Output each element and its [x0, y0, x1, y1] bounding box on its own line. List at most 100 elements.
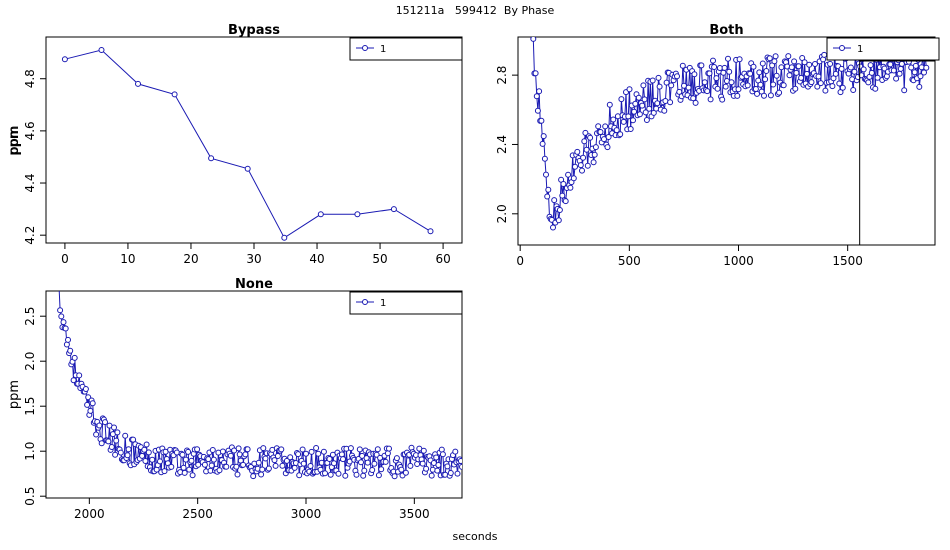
data-point	[534, 107, 541, 114]
data-point	[567, 184, 574, 191]
data-point	[916, 83, 923, 90]
data-point	[762, 76, 769, 83]
data-point	[124, 452, 131, 459]
data-point	[631, 108, 638, 115]
data-point	[414, 461, 421, 467]
global-x-axis-label: seconds	[452, 530, 498, 543]
y-tick-label: 2.4	[495, 135, 509, 154]
data-point	[636, 111, 643, 118]
data-point	[386, 445, 392, 452]
data-point	[591, 151, 598, 158]
data-point	[582, 129, 589, 136]
data-point	[630, 117, 636, 124]
data-point	[692, 99, 699, 106]
legend-marker	[362, 299, 368, 305]
data-point	[216, 467, 223, 474]
data-point	[382, 458, 389, 465]
legend-box	[349, 291, 463, 315]
series-line	[64, 49, 431, 239]
data-point	[668, 82, 675, 89]
data-point	[262, 455, 269, 462]
x-tick-label: 0	[61, 252, 69, 266]
data-point	[157, 458, 163, 465]
chart-title: Bypass	[228, 23, 280, 38]
data-point	[235, 445, 242, 452]
data-point	[435, 462, 442, 468]
data-point	[759, 60, 766, 67]
data-point	[734, 92, 741, 99]
x-tick-label: 3000	[291, 507, 322, 521]
data-point	[393, 455, 400, 462]
data-point	[98, 47, 105, 53]
data-point	[149, 456, 156, 463]
y-tick-label: 4.2	[23, 226, 37, 245]
x-tick-label: 1000	[723, 254, 754, 268]
data-point	[423, 465, 430, 472]
data-point	[82, 386, 89, 392]
data-point	[209, 447, 216, 453]
x-tick-label: 0	[516, 254, 524, 268]
x-tick-label: 2500	[182, 507, 213, 521]
y-axis-label: ppm	[7, 380, 22, 409]
data-point	[201, 461, 208, 468]
data-point	[565, 171, 572, 178]
data-point	[210, 456, 217, 463]
data-point	[815, 73, 822, 80]
data-point	[89, 400, 96, 407]
data-point	[96, 422, 103, 429]
data-point	[605, 134, 612, 140]
data-point	[691, 71, 698, 78]
data-point	[179, 451, 186, 458]
panel-none: None ppm 2000 2500 3000 3500 0.5 1.0 1.5 2.0 2.5 1	[7, 277, 463, 521]
series-group	[57, 291, 462, 480]
data-point	[646, 105, 653, 112]
data-point	[655, 74, 662, 81]
data-point	[420, 447, 427, 454]
data-point	[457, 458, 462, 464]
data-point	[674, 73, 680, 80]
data-point	[887, 61, 894, 68]
data-point	[87, 407, 94, 414]
data-point	[896, 70, 903, 77]
data-point	[736, 56, 743, 63]
data-point	[642, 109, 649, 116]
data-point	[265, 465, 272, 472]
y-tick-label: 2.5	[23, 307, 37, 326]
data-point	[850, 87, 857, 93]
data-point	[130, 436, 137, 443]
data-point	[778, 64, 785, 71]
data-point	[327, 471, 334, 478]
data-point	[459, 463, 462, 470]
x-tick-label: 500	[618, 254, 641, 268]
data-point	[606, 101, 613, 108]
data-point	[114, 429, 121, 436]
y-tick-label: 4.8	[23, 69, 37, 88]
data-point	[786, 72, 793, 79]
data-point	[667, 99, 674, 106]
data-point	[829, 83, 836, 90]
data-point	[407, 462, 414, 469]
y-tick-label: 4.4	[23, 173, 37, 192]
data-point	[618, 96, 625, 103]
data-point	[244, 446, 251, 453]
data-point	[296, 472, 303, 479]
data-point	[335, 470, 342, 477]
data-point	[663, 79, 670, 86]
legend-label: 1	[857, 44, 863, 55]
data-point	[851, 68, 858, 75]
data-point	[872, 85, 879, 92]
data-point	[627, 126, 634, 132]
data-point	[340, 456, 346, 463]
data-point	[258, 471, 265, 478]
data-point	[139, 452, 146, 459]
data-point	[544, 193, 551, 200]
data-point	[722, 83, 729, 90]
data-point	[84, 401, 91, 408]
data-point	[543, 171, 549, 178]
data-point	[719, 96, 726, 103]
data-point	[817, 80, 824, 87]
data-point	[822, 87, 829, 94]
data-point	[188, 457, 195, 464]
data-point	[71, 354, 78, 361]
